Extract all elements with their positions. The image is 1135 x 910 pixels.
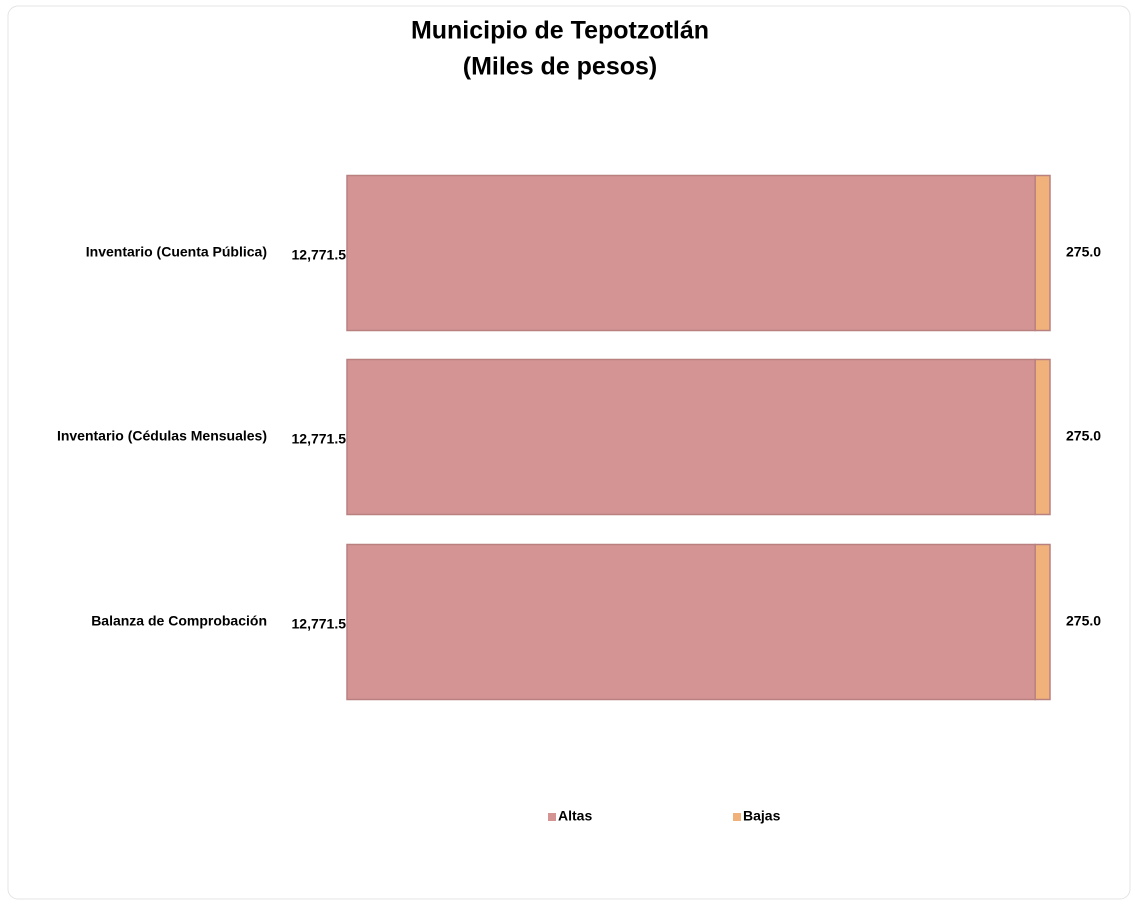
bar-segment: [346, 174, 1036, 332]
value-label: 12,771.5: [292, 431, 347, 447]
category-label: Balanza de Comprobación: [91, 613, 267, 629]
bar-segment: [346, 358, 1036, 516]
bar-segment: [1034, 543, 1051, 701]
bar-segment: [1034, 174, 1051, 332]
bar-segment: [1034, 358, 1051, 516]
category-label: Inventario (Cédulas Mensuales): [57, 428, 267, 444]
value-label: 12,771.5: [292, 247, 347, 263]
value-label: 275.0: [1066, 613, 1101, 629]
value-label: 275.0: [1066, 244, 1101, 260]
legend-swatch: [548, 813, 556, 821]
bar-segment: [346, 543, 1036, 701]
chart-subtitle: (Miles de pesos): [463, 53, 658, 81]
category-label: Inventario (Cuenta Pública): [86, 244, 267, 260]
value-label: 275.0: [1066, 428, 1101, 444]
value-label: 12,771.5: [292, 616, 347, 632]
legend-label: Altas: [558, 808, 592, 824]
chart-title: Municipio de Tepotzotlán: [411, 17, 709, 45]
legend-label: Bajas: [743, 808, 781, 824]
legend-swatch: [733, 813, 741, 821]
